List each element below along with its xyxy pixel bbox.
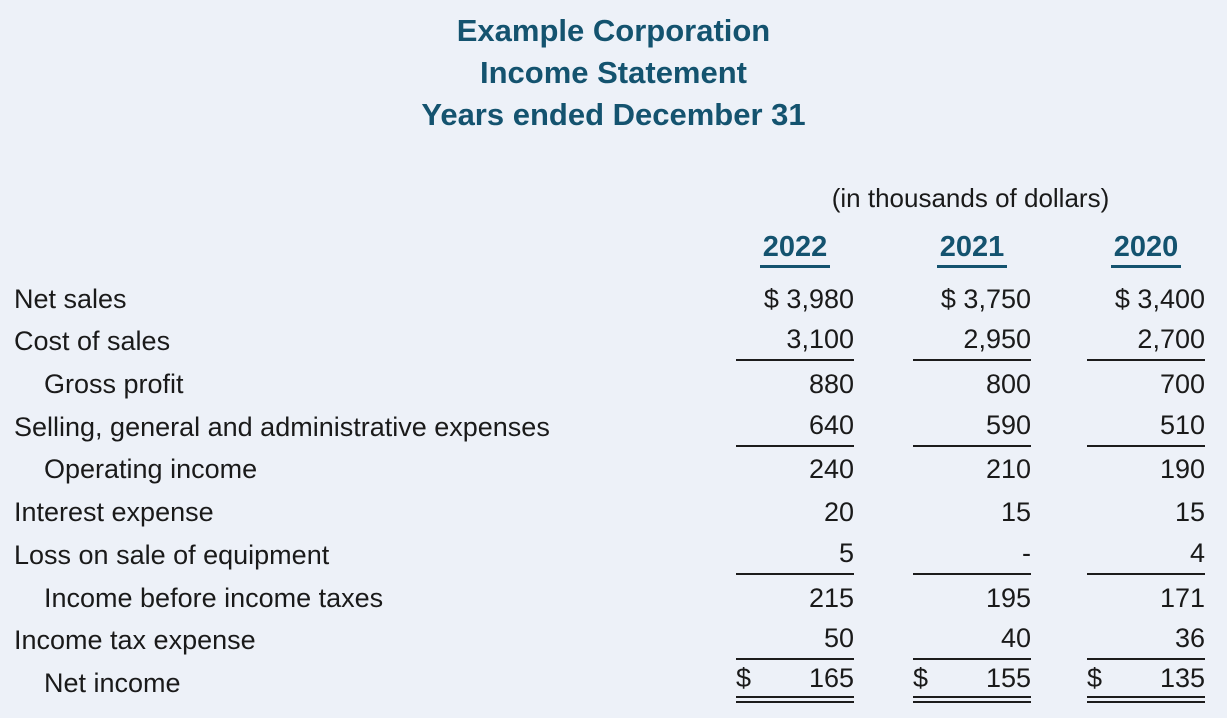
net-income-value: 135 [1159,662,1205,693]
value-2020: 2,700 [1087,319,1205,362]
statement-name: Income Statement [479,55,747,90]
statement-body: Net sales $ 3,980 $ 3,750 $ 3,400 Cost o… [0,276,1227,703]
column-header-2021: 2021 [936,231,1008,268]
value-2020: 700 [1159,369,1205,400]
value-2021: 800 [985,369,1031,400]
net-income-value: 155 [985,662,1031,693]
document-title: Example Corporation Income Statement Yea… [0,10,1227,136]
value-2021: 15 [1000,497,1031,528]
row-label: Cost of sales [14,326,171,357]
value-2022: $ 3,980 [763,283,854,314]
table-row-sga-expenses: Selling, general and administrative expe… [14,404,1205,447]
table-row-income-before-taxes: Income before income taxes 215 195 171 [14,575,1205,618]
row-label: Operating income [44,454,258,485]
value-2022: 640 [736,404,854,447]
column-header-2020: 2020 [1110,231,1182,268]
value-2021: - [913,532,1031,575]
value-2020: 190 [1159,454,1205,485]
row-label: Selling, general and administrative expe… [14,411,550,442]
value-2022: 240 [808,454,854,485]
value-2021: 590 [913,404,1031,447]
row-label: Income tax expense [14,625,256,656]
row-label: Net sales [14,283,127,314]
value-2021: 2,950 [913,319,1031,362]
units-note-row: (in thousands of dollars) [14,184,1205,212]
column-header-2021-cell: 2021 [913,231,1031,268]
value-2020: 510 [1087,404,1205,447]
value-2020: $ 3,400 [1114,283,1205,314]
column-header-2022-cell: 2022 [736,231,854,268]
column-header-2022: 2022 [759,231,831,268]
value-2020: 15 [1174,497,1205,528]
table-row-operating-income: Operating income 240 210 190 [14,447,1205,490]
value-2022: 215 [808,582,854,613]
row-label: Net income [44,667,181,698]
value-2020: 171 [1159,582,1205,613]
net-income-value: 165 [808,662,854,693]
year-header-row: 2022 2021 2020 [14,228,1205,268]
units-note: (in thousands of dollars) [831,183,1110,213]
row-label: Interest expense [14,497,214,528]
value-2020: $ 135 [1087,660,1205,703]
value-2021: $ 155 [913,660,1031,703]
company-name: Example Corporation [456,13,771,48]
value-2022: 5 [736,532,854,575]
value-2020: 4 [1087,532,1205,575]
value-2022: 50 [736,618,854,661]
value-2022: 880 [808,369,854,400]
currency-symbol: $ [913,662,929,693]
table-row-loss-on-sale: Loss on sale of equipment 5 - 4 [14,532,1205,575]
row-label: Income before income taxes [44,582,384,613]
value-2022: 20 [823,497,854,528]
value-2022: 3,100 [736,319,854,362]
period-caption: Years ended December 31 [421,97,806,132]
table-row-income-tax-expense: Income tax expense 50 40 36 [14,618,1205,661]
currency-symbol: $ [1087,662,1103,693]
row-label: Loss on sale of equipment [14,539,330,570]
currency-symbol: $ [736,662,752,693]
value-2021: $ 3,750 [940,283,1031,314]
column-header-2020-cell: 2020 [1087,231,1205,268]
table-row-net-income: Net income $ 165 $ 155 $ 135 [14,660,1205,703]
value-2020: 36 [1087,618,1205,661]
value-2021: 195 [985,582,1031,613]
table-row-cost-of-sales: Cost of sales 3,100 2,950 2,700 [14,319,1205,362]
value-2022: $ 165 [736,660,854,703]
row-label: Gross profit [44,369,184,400]
value-2021: 210 [985,454,1031,485]
table-row-net-sales: Net sales $ 3,980 $ 3,750 $ 3,400 [14,276,1205,319]
table-row-gross-profit: Gross profit 880 800 700 [14,361,1205,404]
value-2021: 40 [913,618,1031,661]
table-row-interest-expense: Interest expense 20 15 15 [14,489,1205,532]
